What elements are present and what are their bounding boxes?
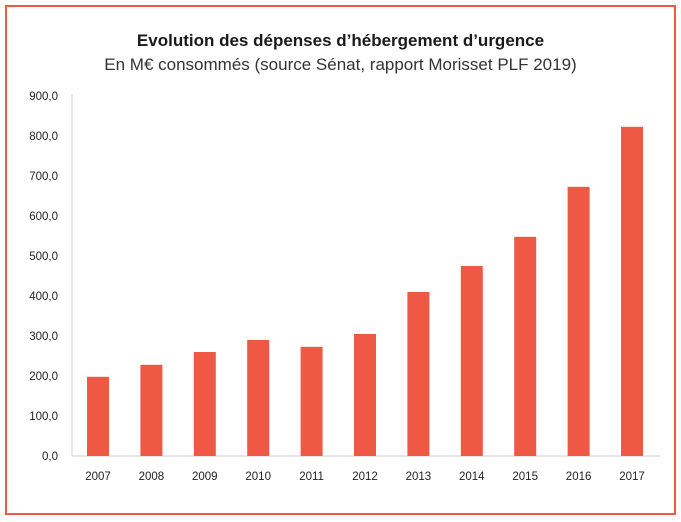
- x-tick-label: 2012: [352, 471, 378, 483]
- bar-2012: [354, 334, 376, 456]
- y-tick-label: 800,0: [29, 131, 58, 143]
- y-tick-label: 300,0: [29, 331, 58, 343]
- x-tick-label: 2016: [566, 471, 592, 483]
- y-tick-label: 100,0: [29, 411, 58, 423]
- bar-2016: [567, 186, 590, 457]
- chart-title: Evolution des dépenses d’hébergement d’u…: [136, 31, 545, 50]
- chart-frame: [5, 5, 676, 515]
- y-tick-label: 500,0: [29, 251, 58, 263]
- bar-2008: [140, 364, 163, 456]
- x-tick-label: 2015: [512, 471, 538, 483]
- bar-2014: [460, 266, 483, 456]
- x-tick-label: 2007: [85, 471, 111, 483]
- bar-2017: [621, 126, 643, 457]
- x-tick-label: 2008: [139, 471, 165, 483]
- x-tick-label: 2017: [619, 471, 645, 483]
- bar-2015: [514, 236, 537, 456]
- x-tick-label: 2010: [245, 471, 271, 483]
- y-tick-label: 900,0: [29, 91, 58, 103]
- bar-2010: [247, 340, 270, 456]
- bar-2007: [87, 376, 109, 456]
- x-tick-label: 2014: [459, 471, 485, 483]
- bar-2009: [193, 352, 216, 456]
- chart-subtitle: En M€ consommés (source Sénat, rapport M…: [104, 55, 577, 74]
- y-tick-label: 400,0: [29, 291, 58, 303]
- x-tick-label: 2013: [406, 471, 432, 483]
- bar-2011: [300, 346, 323, 456]
- y-tick-label: 200,0: [29, 371, 58, 383]
- y-tick-label: 700,0: [29, 171, 58, 183]
- bar-2013: [407, 292, 430, 456]
- y-tick-label: 0,0: [42, 451, 58, 463]
- x-tick-label: 2009: [192, 471, 218, 483]
- y-tick-label: 600,0: [29, 211, 58, 223]
- x-tick-label: 2011: [299, 471, 324, 483]
